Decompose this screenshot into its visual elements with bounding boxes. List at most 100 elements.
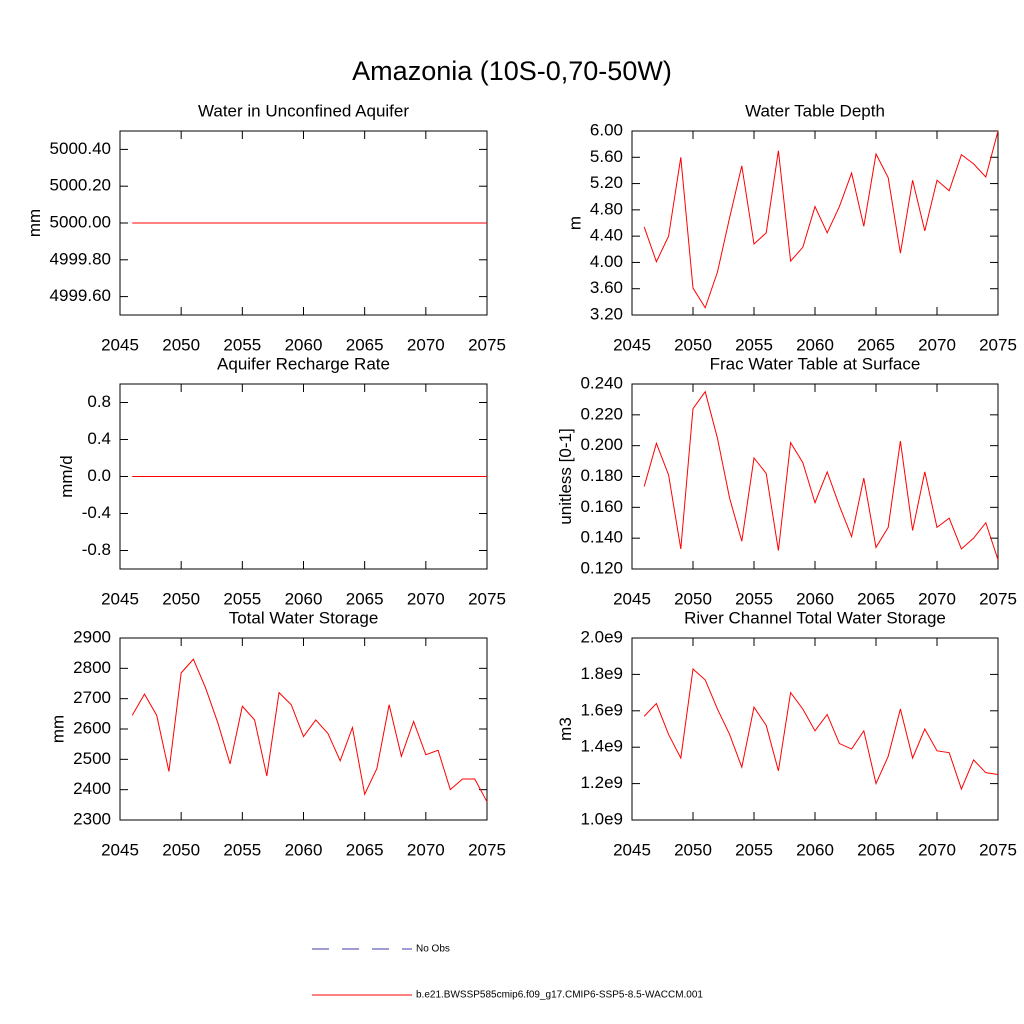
y-tick-label: 2600 [73,718,111,737]
x-tick-label: 2075 [979,589,1017,608]
x-tick-label: 2060 [285,335,323,354]
x-tick-label: 2070 [407,840,445,859]
y-tick-label: 0.220 [580,404,623,423]
y-axis-label: m3 [556,717,575,741]
x-tick-label: 2065 [346,589,384,608]
x-tick-label: 2070 [407,589,445,608]
x-tick-label: 2055 [735,589,773,608]
y-tick-label: 1.8e9 [580,664,623,683]
y-tick-label: -0.4 [82,503,111,522]
y-tick-label: 6.00 [590,120,623,139]
x-tick-label: 2050 [674,589,712,608]
x-tick-label: 2045 [613,589,651,608]
x-tick-label: 2045 [101,840,139,859]
y-tick-label: 2.0e9 [580,627,623,646]
y-tick-label: 1.0e9 [580,809,623,828]
data-line [643,667,999,791]
y-tick-label: 5000.00 [50,212,111,231]
x-tick-label: 2045 [613,840,651,859]
x-tick-label: 2075 [979,335,1017,354]
x-tick-label: 2050 [674,840,712,859]
x-tick-label: 2065 [857,840,895,859]
panel-title: Frac Water Table at Surface [710,354,921,373]
y-axis-label: mm/d [57,455,76,498]
y-tick-label: 2900 [73,627,111,646]
y-tick-label: 4999.60 [50,286,111,305]
panel-title: Water Table Depth [745,101,885,120]
y-tick-label: 4.80 [590,199,623,218]
x-tick-label: 2050 [162,589,200,608]
figure-title: Amazonia (10S-0,70-50W) [352,56,672,86]
y-tick-label: 2400 [73,779,111,798]
x-tick-label: 2055 [735,335,773,354]
panel-title: Aquifer Recharge Rate [217,354,390,373]
x-tick-label: 2045 [613,335,651,354]
x-tick-label: 2065 [346,335,384,354]
y-tick-label: 0.4 [87,429,111,448]
panel: Frac Water Table at Surface 2045 2050 2055 2… [556,354,1017,608]
y-tick-label: 4999.80 [50,249,111,268]
y-tick-label: 2700 [73,688,111,707]
x-tick-label: 2070 [407,335,445,354]
x-tick-label: 2055 [735,840,773,859]
x-tick-label: 2060 [285,589,323,608]
panel: Total Water Storage 2045 2050 2055 2060 2065 2… [49,608,506,859]
x-tick-label: 2060 [285,840,323,859]
y-axis-label: m [565,216,584,230]
data-line [643,390,999,560]
y-tick-label: 0.0 [87,466,111,485]
y-tick-label: 2300 [73,809,111,828]
y-tick-label: 0.140 [580,528,623,547]
y-axis-label: mm [25,209,44,237]
x-tick-label: 2055 [223,589,261,608]
x-tick-label: 2060 [796,589,834,608]
y-tick-label: 4.40 [590,226,623,245]
x-tick-label: 2070 [918,589,956,608]
y-tick-label: 1.4e9 [580,737,623,756]
y-tick-label: 0.200 [580,435,623,454]
y-tick-label: 0.160 [580,497,623,516]
x-tick-label: 2075 [468,335,506,354]
x-tick-label: 2050 [162,840,200,859]
plot-frame [631,637,999,821]
x-tick-label: 2060 [796,335,834,354]
y-tick-label: 3.20 [590,304,623,323]
y-tick-label: 5000.40 [50,139,111,158]
x-tick-label: 2060 [796,840,834,859]
y-tick-label: 4.00 [590,252,623,271]
y-tick-label: 5.60 [590,147,623,166]
x-tick-label: 2045 [101,335,139,354]
y-tick-label: 0.180 [580,466,623,485]
x-tick-label: 2065 [857,335,895,354]
x-tick-label: 2075 [468,840,506,859]
plot-frame [119,637,488,821]
x-tick-label: 2050 [674,335,712,354]
panel: Water in Unconfined Aquifer 2045 2050 2055 2… [25,101,506,354]
y-tick-label: 5.20 [590,173,623,192]
panel-title: Total Water Storage [229,608,379,627]
panel: River Channel Total Water Storage 2045 205… [556,608,1017,859]
x-tick-label: 2050 [162,335,200,354]
panel: Aquifer Recharge Rate 2045 2050 2055 2060 206… [57,354,506,608]
panel: Water Table Depth 2045 2050 2055 2060 2065 207… [565,101,1017,354]
y-tick-label: 0.120 [580,558,623,577]
x-tick-label: 2075 [468,589,506,608]
y-axis-label: mm [49,715,68,743]
y-axis-label: unitless [0-1] [556,428,575,524]
x-tick-label: 2075 [979,840,1017,859]
legend-label: No Obs [416,944,450,955]
data-line [643,130,999,309]
panel-title: Water in Unconfined Aquifer [198,101,409,120]
x-tick-label: 2055 [223,840,261,859]
y-tick-label: 0.240 [580,373,623,392]
y-tick-label: 2500 [73,749,111,768]
y-tick-label: 0.8 [87,392,111,411]
x-tick-label: 2070 [918,840,956,859]
x-tick-label: 2065 [857,589,895,608]
panel-title: River Channel Total Water Storage [684,608,946,627]
y-tick-label: -0.8 [82,540,111,559]
data-line [131,658,488,803]
y-tick-label: 2800 [73,658,111,677]
